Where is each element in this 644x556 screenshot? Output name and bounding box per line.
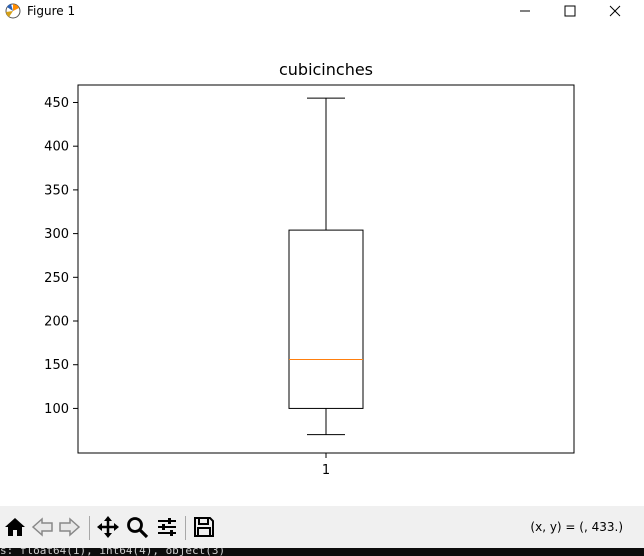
home-button[interactable]	[2, 514, 28, 540]
console-strip: s: float64(1), int64(4), object(3)	[0, 548, 644, 556]
window-title: Figure 1	[27, 4, 76, 18]
close-icon	[609, 5, 621, 17]
x-axis: 1	[322, 453, 330, 478]
figure-canvas[interactable]: cubicinches 100 150 200 250 300 350 400 450 1	[0, 22, 644, 506]
y-tick-label: 200	[44, 315, 69, 330]
y-tick-label: 400	[44, 140, 69, 155]
pan-icon	[97, 516, 119, 538]
y-tick-label: 150	[44, 358, 69, 373]
pan-button[interactable]	[95, 514, 121, 540]
back-button[interactable]	[30, 514, 56, 540]
y-tick-label: 250	[44, 271, 69, 286]
window-titlebar: Figure 1	[0, 0, 644, 22]
cursor-coordinates: (x, y) = (, 433.)	[530, 520, 623, 534]
configure-subplots-icon	[158, 518, 176, 536]
x-tick-label: 1	[322, 463, 330, 478]
minimize-icon	[520, 10, 530, 12]
toolbar-separator	[89, 516, 90, 540]
zoom-icon	[127, 517, 149, 539]
configure-subplots-button[interactable]	[154, 514, 180, 540]
minimize-button[interactable]	[502, 0, 548, 22]
navigation-toolbar: (x, y) = (, 433.)	[0, 506, 644, 548]
y-tick-label: 100	[44, 402, 69, 417]
toolbar-separator	[185, 516, 186, 540]
boxplot-chart: cubicinches 100 150 200 250 300 350 400 450 1	[44, 60, 575, 478]
matplotlib-app-icon	[4, 2, 22, 20]
forward-button[interactable]	[56, 514, 82, 540]
forward-arrow-icon	[59, 517, 81, 537]
maximize-button[interactable]	[547, 0, 593, 22]
box-series	[288, 97, 364, 436]
y-tick-label: 350	[44, 183, 69, 198]
y-tick-label: 450	[44, 96, 69, 111]
console-text: s: float64(1), int64(4), object(3)	[0, 548, 226, 556]
zoom-button[interactable]	[124, 514, 150, 540]
y-axis: 100 150 200 250 300 350 400 450	[44, 96, 78, 417]
back-arrow-icon	[31, 517, 53, 537]
chart-title: cubicinches	[279, 60, 373, 79]
close-button[interactable]	[592, 0, 638, 22]
save-icon	[194, 517, 214, 537]
maximize-icon	[564, 5, 576, 17]
save-button[interactable]	[191, 514, 217, 540]
iqr-box	[288, 229, 364, 409]
y-tick-label: 300	[44, 227, 69, 242]
home-icon	[5, 518, 25, 536]
